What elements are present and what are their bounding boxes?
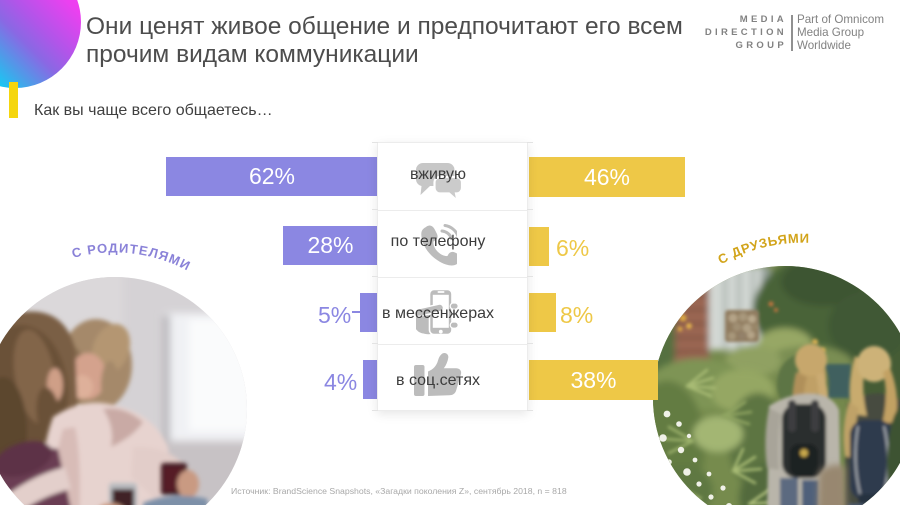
svg-text:С ДРУЗЬЯМИ: С ДРУЗЬЯМИ (715, 231, 809, 267)
svg-text:С РОДИТЕЛЯМИ: С РОДИТЕЛЯМИ (70, 240, 193, 273)
